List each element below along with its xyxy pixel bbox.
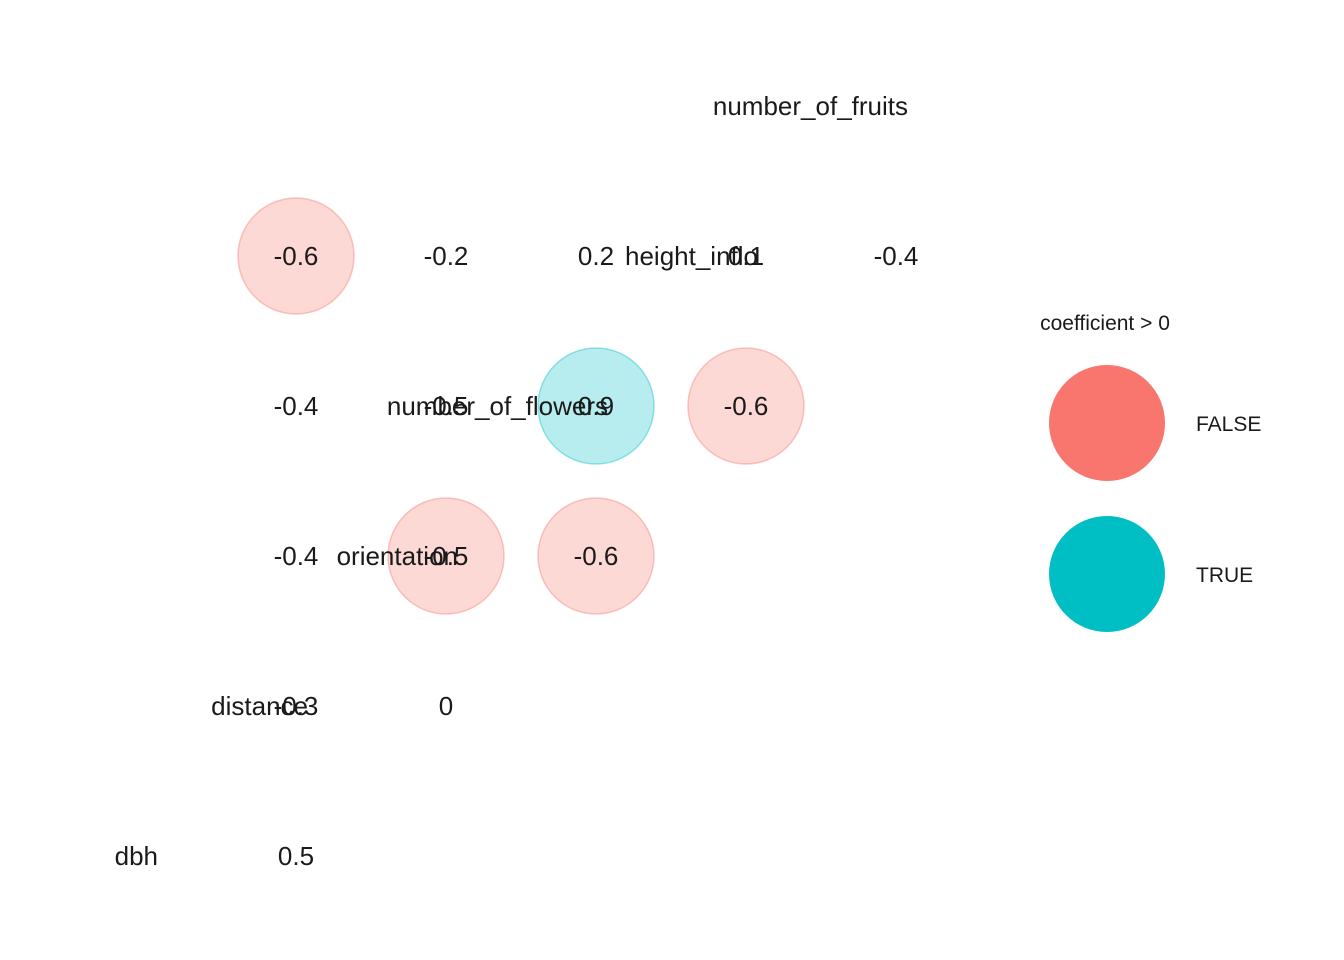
cells-layer: 0.5 -0.3 0 -0.4 -0.5 -0.6 -0.4 -0.5 0.9 -0.6 -0.6 -… <box>237 197 919 871</box>
cell-label-number-of-flowers-distance: -0.5 <box>424 541 469 571</box>
cell-circle-number-of-fruits-dbh <box>237 197 355 315</box>
cell-circle-number-of-flowers-distance <box>387 497 505 615</box>
cell-label-number-of-fruits-dbh: -0.6 <box>274 241 319 271</box>
legend: coefficient > 0 FALSE TRUE <box>1040 312 1261 632</box>
cell-label-height-inflo-distance: -0.5 <box>424 391 469 421</box>
legend-title: coefficient > 0 <box>1040 312 1170 335</box>
cell-label-distance-dbh: 0.5 <box>278 841 314 871</box>
cell-label-orientation-dbh: -0.3 <box>274 691 319 721</box>
variable-label-distance: distance <box>211 691 308 721</box>
legend-swatch-true <box>1049 516 1165 632</box>
variable-label-number-of-flowers: number_of_flowers <box>387 391 608 421</box>
cell-label-number-of-fruits-distance: -0.2 <box>424 241 469 271</box>
variable-label-height-inflo: height_inflo <box>625 241 758 271</box>
cell-label-height-inflo-number-of-flowers: -0.6 <box>724 391 769 421</box>
cell-label-number-of-flowers-orientation: -0.6 <box>574 541 619 571</box>
cell-circle-number-of-flowers-orientation <box>537 497 655 615</box>
cell-label-number-of-flowers-dbh: -0.4 <box>274 541 319 571</box>
cell-label-height-inflo-dbh: -0.4 <box>274 391 319 421</box>
legend-swatch-false <box>1049 365 1165 481</box>
cell-circle-height-inflo-orientation <box>537 347 655 465</box>
cell-label-number-of-fruits-orientation: 0.2 <box>578 241 614 271</box>
variable-label-dbh: dbh <box>115 841 158 871</box>
variable-label-orientation: orientation <box>337 541 458 571</box>
variable-labels: dbh distance orientation number_of_flowers h… <box>115 91 908 871</box>
cell-circle-height-inflo-number-of-flowers <box>687 347 805 465</box>
variable-label-number-of-fruits: number_of_fruits <box>713 91 908 121</box>
cell-label-height-inflo-orientation: 0.9 <box>578 391 614 421</box>
legend-label-false: FALSE <box>1196 413 1261 436</box>
cell-label-orientation-distance: 0 <box>439 691 453 721</box>
cell-label-number-of-fruits-number-of-flowers: 0.1 <box>728 241 764 271</box>
cell-label-number-of-fruits-height-inflo: -0.4 <box>874 241 919 271</box>
legend-label-true: TRUE <box>1196 564 1253 587</box>
